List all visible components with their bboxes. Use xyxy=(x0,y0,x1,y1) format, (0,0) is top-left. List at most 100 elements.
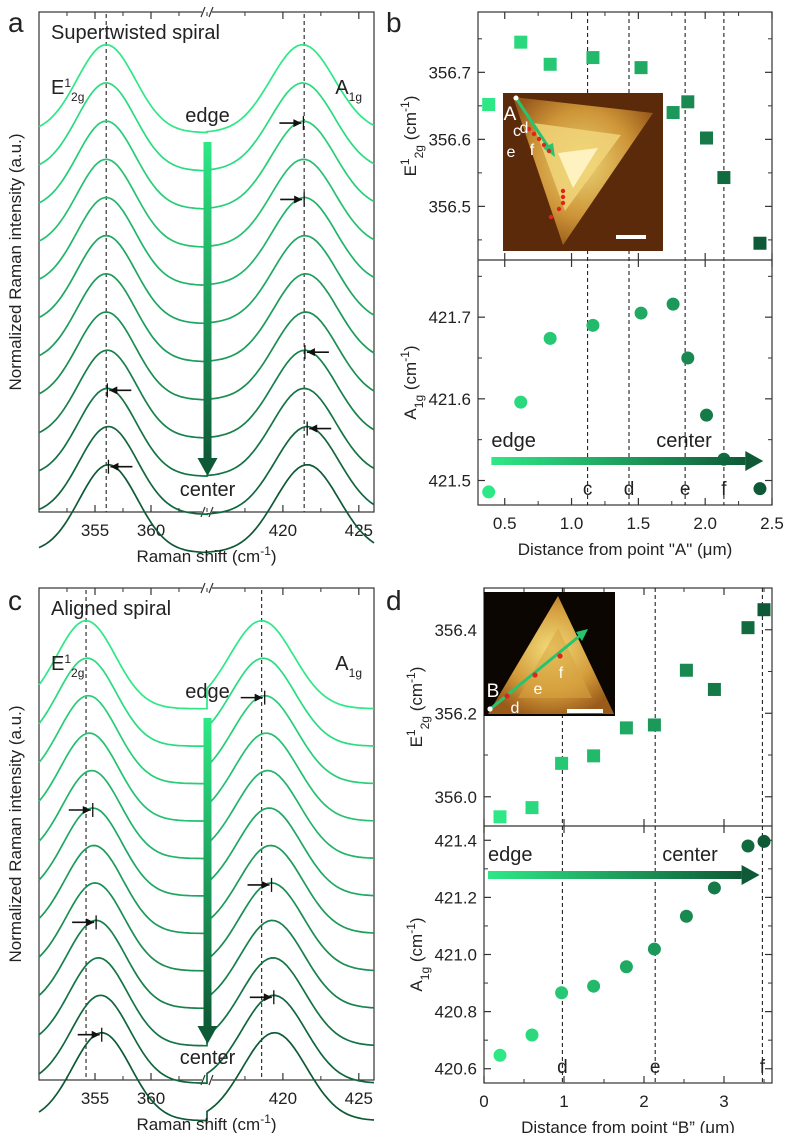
data-point-circle xyxy=(587,979,601,993)
shift-arrowhead xyxy=(294,195,303,204)
position-label: d xyxy=(624,479,635,500)
data-point-square xyxy=(587,749,601,763)
data-point-circle xyxy=(634,306,648,320)
x-tick-label: 360 xyxy=(137,521,165,540)
scale-bar xyxy=(616,235,646,239)
data-point-square xyxy=(647,718,661,732)
measurement-spot xyxy=(556,206,562,212)
data-point-circle xyxy=(753,482,767,496)
y-tick-label: 356.4 xyxy=(434,621,477,640)
data-point-circle xyxy=(707,881,721,895)
x-tick-label: 355 xyxy=(81,1089,109,1108)
spectrum-line xyxy=(38,657,375,748)
inset-point-label: d xyxy=(520,120,529,137)
edge-to-center-arrow xyxy=(488,871,742,879)
x-tick-label: 3 xyxy=(719,1092,728,1111)
plot-frame xyxy=(483,587,773,1084)
spectrum-line xyxy=(38,387,375,477)
shift-arrowhead xyxy=(263,993,272,1002)
x-axis-label: Distance from point "A" (μm) xyxy=(518,540,733,559)
inset-point-label: f xyxy=(559,665,564,682)
data-point-circle xyxy=(586,318,600,332)
start-point xyxy=(513,95,519,101)
spectrum-line xyxy=(38,994,375,1085)
y-axis-label: E12g (cm-1) xyxy=(398,96,426,177)
spectrum-line xyxy=(38,349,375,439)
y-tick-label: 421.0 xyxy=(434,946,477,965)
spectrum-line xyxy=(38,956,375,1047)
data-point-square xyxy=(586,51,600,65)
measurement-spot xyxy=(560,200,566,206)
data-point-square xyxy=(700,131,714,145)
measurement-spot xyxy=(548,214,554,220)
shift-arrowhead xyxy=(261,880,270,889)
scatter-panel-b: 0.5 1.0 1.5 2.0 2.5 Distance from point "A" (… xyxy=(386,7,784,559)
arrow-top-label: edge xyxy=(185,681,230,703)
spectrum-line xyxy=(38,1031,375,1122)
inset-point-label: c xyxy=(513,123,521,140)
scale-bar xyxy=(567,709,603,713)
inset-start-label: B xyxy=(487,681,500,702)
shift-arrowhead xyxy=(109,386,118,395)
data-point-square xyxy=(482,97,496,111)
axis-break-mark xyxy=(200,6,206,18)
data-point-square xyxy=(679,663,693,677)
edge-to-center-arrowhead xyxy=(741,865,760,885)
measurement-spot xyxy=(560,188,566,194)
data-point-square xyxy=(666,106,680,120)
data-point-square xyxy=(741,621,755,635)
x-tick-label: 2.0 xyxy=(693,514,717,533)
edge-to-center-arrowhead xyxy=(197,458,218,476)
data-point-square xyxy=(707,682,721,696)
x-tick-label: 420 xyxy=(269,1089,297,1108)
data-point-circle xyxy=(666,297,680,311)
shift-arrowhead xyxy=(82,805,91,814)
data-point-circle xyxy=(741,839,755,853)
y-axis-label: E12g (cm-1) xyxy=(404,667,432,748)
data-point-square xyxy=(493,810,507,824)
data-point-circle xyxy=(619,960,633,974)
axis-break-mark xyxy=(208,1074,214,1086)
x-tick-label: 1 xyxy=(559,1092,568,1111)
x-axis-label: Distance from point “B” (μm) xyxy=(521,1118,735,1133)
panel-title: Supertwisted spiral xyxy=(51,22,220,44)
x-tick-label: 1.5 xyxy=(627,514,651,533)
spectrum-line xyxy=(38,272,375,363)
axis-break-mark xyxy=(200,582,206,594)
x-axis-label: Raman shift (cm-1) xyxy=(136,1112,276,1133)
data-point-circle xyxy=(555,986,569,1000)
peak-label-e12g: E12g xyxy=(51,652,84,680)
x-tick-label: 2.5 xyxy=(760,514,784,533)
spectrum-line xyxy=(38,82,375,172)
x-tick-label: 2 xyxy=(639,1092,648,1111)
y-tick-label: 356.7 xyxy=(428,63,471,82)
x-tick-label: 0.5 xyxy=(493,514,517,533)
afm-flake-core xyxy=(558,148,598,188)
data-point-square xyxy=(525,801,539,815)
position-label: f xyxy=(760,1057,766,1078)
data-point-square xyxy=(543,57,557,71)
data-point-square xyxy=(634,61,648,75)
measurement-spot xyxy=(557,653,563,659)
shift-arrowhead xyxy=(306,348,315,357)
measurement-spot xyxy=(546,148,552,154)
data-point-circle xyxy=(514,395,528,409)
data-point-circle xyxy=(757,834,771,848)
y-tick-label: 356.6 xyxy=(428,130,471,149)
data-point-circle xyxy=(482,485,496,499)
spectrum-line xyxy=(38,769,375,860)
arrow-bottom-label: center xyxy=(180,479,236,501)
afm-scan-arrowhead xyxy=(576,629,588,641)
axis-break-mark xyxy=(208,582,214,594)
arrow-top-label: edge xyxy=(185,105,230,127)
afm-flake-inner xyxy=(518,628,592,698)
x-axis-label: Raman shift (cm-1) xyxy=(136,544,276,566)
inset-point-label: f xyxy=(530,142,535,159)
data-point-square xyxy=(681,95,695,109)
shift-arrowhead xyxy=(86,918,95,927)
arrow-end-label: center xyxy=(656,430,712,452)
shift-arrowhead xyxy=(91,1030,100,1039)
arrow-end-label: center xyxy=(662,844,718,866)
y-axis-label: Normalized Raman intensity (a.u.) xyxy=(6,134,25,391)
y-tick-label: 421.4 xyxy=(434,831,477,850)
